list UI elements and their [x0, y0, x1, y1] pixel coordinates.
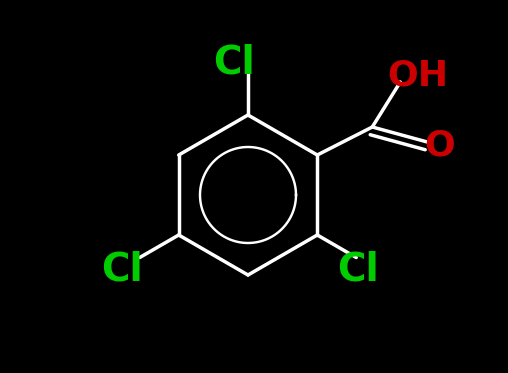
Text: OH: OH — [388, 59, 449, 93]
Text: Cl: Cl — [213, 43, 255, 81]
Text: Cl: Cl — [337, 251, 379, 288]
Text: Cl: Cl — [101, 251, 143, 288]
Text: O: O — [424, 129, 455, 163]
